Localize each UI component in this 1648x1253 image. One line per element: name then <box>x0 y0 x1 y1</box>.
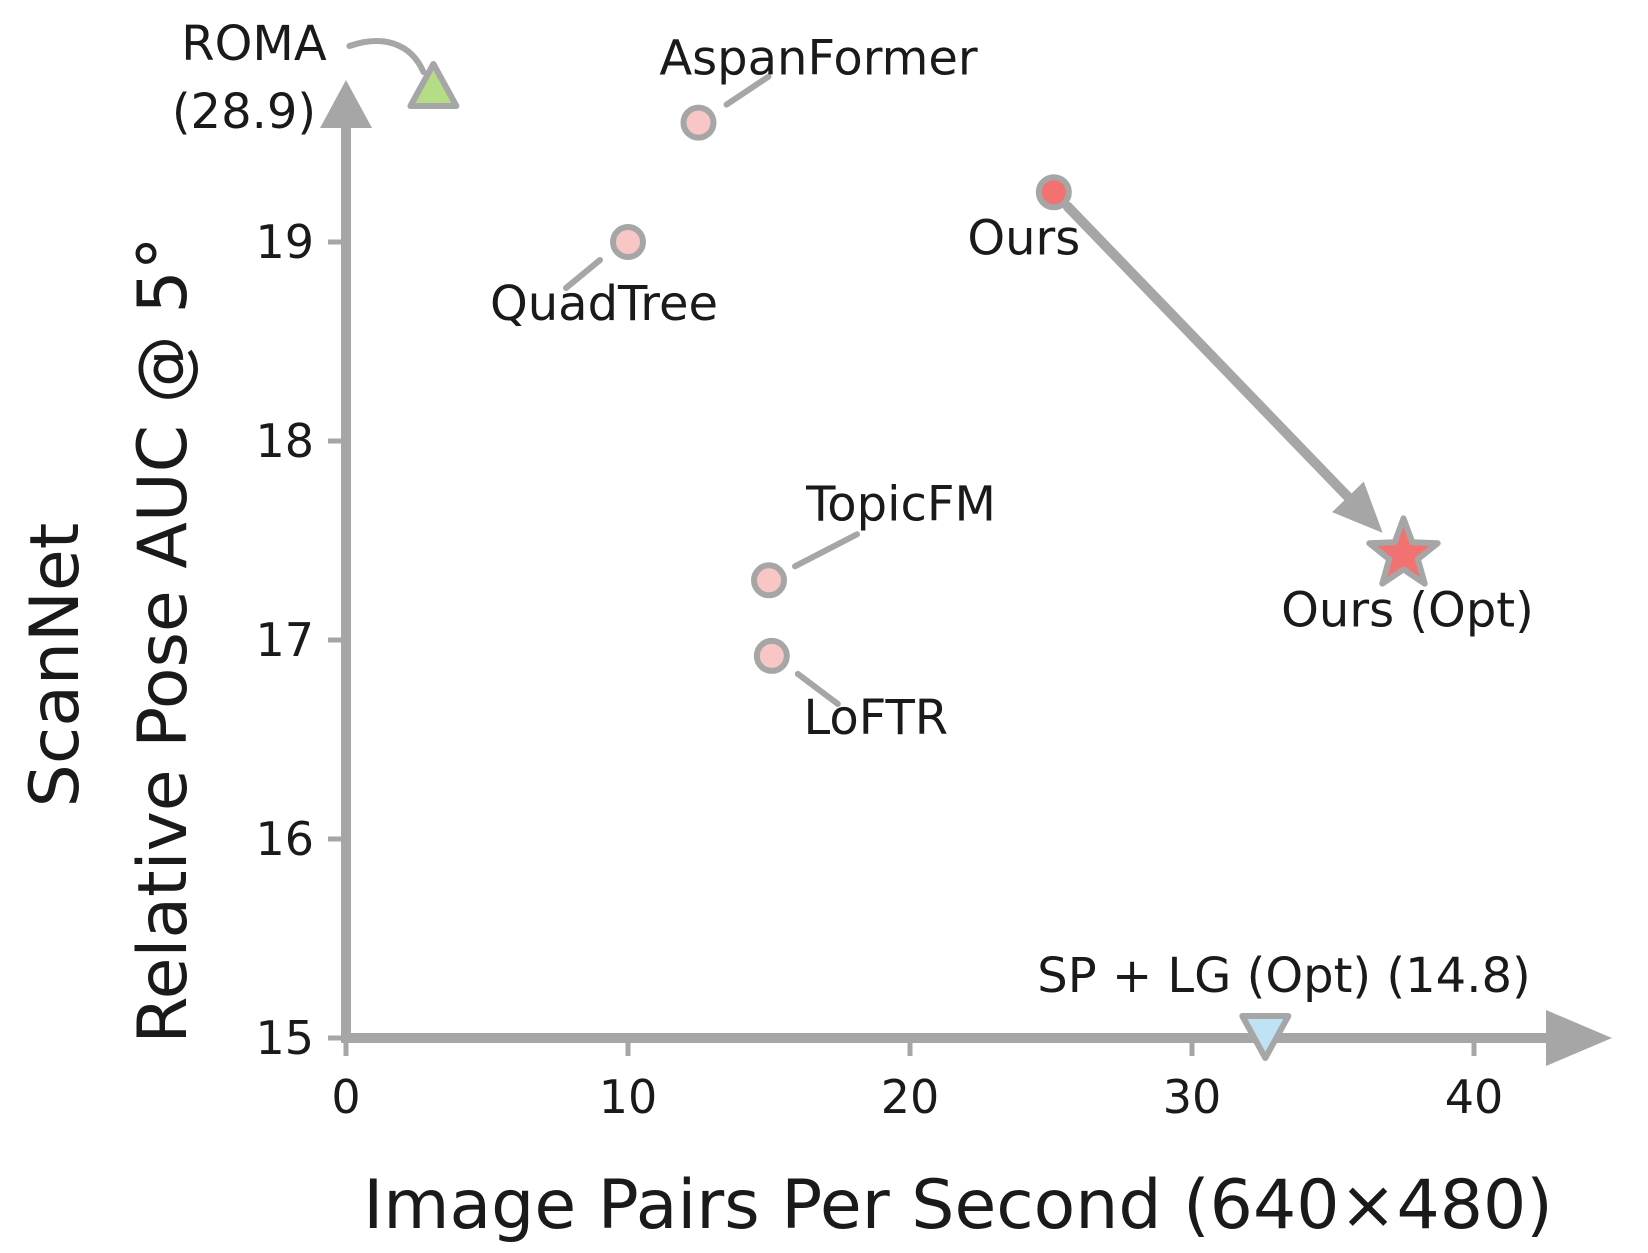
point-sp-lg-opt <box>1239 1013 1292 1061</box>
point-ours-opt <box>1366 515 1441 587</box>
improvement-arrow-head <box>1332 481 1383 533</box>
label-loftr: LoFTR <box>803 690 948 746</box>
point-topicfm <box>751 562 787 599</box>
label-topicfm: TopicFM <box>805 476 996 532</box>
label-ours-opt: Ours (Opt) <box>1281 582 1534 638</box>
x-tick-label: 0 <box>331 1070 360 1124</box>
improvement-arrow-group <box>1062 201 1383 533</box>
label-roma-value: (28.9) <box>172 84 316 140</box>
connector-quadtree <box>563 257 603 291</box>
point-roma <box>407 61 460 109</box>
label-connectors <box>346 38 860 707</box>
x-axis <box>344 1010 1612 1066</box>
label-quadtree: QuadTree <box>490 276 718 332</box>
connector-aspanformer <box>723 73 772 108</box>
x-tick-label: 20 <box>881 1070 940 1124</box>
point-labels: AspanFormer QuadTree TopicFM LoFTR Ours Ours … <box>172 16 1534 1004</box>
x-tick-label: 40 <box>1445 1070 1504 1124</box>
connector-topicfm <box>792 531 860 570</box>
point-aspanformer <box>680 104 717 141</box>
y-tick-label: 19 <box>255 215 314 269</box>
y-tick-label: 16 <box>255 812 314 866</box>
label-sp-lg-opt: SP + LG (Opt) (14.8) <box>1037 948 1530 1004</box>
label-aspanformer: AspanFormer <box>659 31 978 87</box>
connector-loftr <box>794 670 841 707</box>
y-tick-label: 17 <box>255 613 314 667</box>
connector-roma <box>346 38 427 75</box>
y-axis <box>320 80 372 1043</box>
y-axis-arrowhead <box>320 80 372 128</box>
y-tick-label: 15 <box>255 1011 314 1065</box>
label-roma-name: ROMA <box>181 16 327 72</box>
y-axis-title-line2: Relative Pose AUC @ 5° <box>124 236 203 1043</box>
x-ticks: 0 10 20 30 40 <box>331 1038 1503 1124</box>
point-loftr <box>753 637 790 674</box>
label-ours: Ours <box>967 210 1080 266</box>
y-tick-label: 18 <box>255 414 314 468</box>
x-axis-title: Image Pairs Per Second (640×480) <box>363 1166 1553 1245</box>
improvement-arrow-shaft <box>1062 201 1358 507</box>
point-ours <box>1035 174 1072 211</box>
x-tick-label: 10 <box>599 1070 658 1124</box>
x-tick-label: 30 <box>1163 1070 1222 1124</box>
point-quadtree <box>610 224 646 260</box>
x-axis-arrowhead <box>1546 1010 1612 1066</box>
y-axis-title-line1: ScanNet <box>16 523 95 808</box>
y-ticks: 15 16 17 18 19 <box>255 215 346 1065</box>
data-points <box>407 61 1441 1061</box>
